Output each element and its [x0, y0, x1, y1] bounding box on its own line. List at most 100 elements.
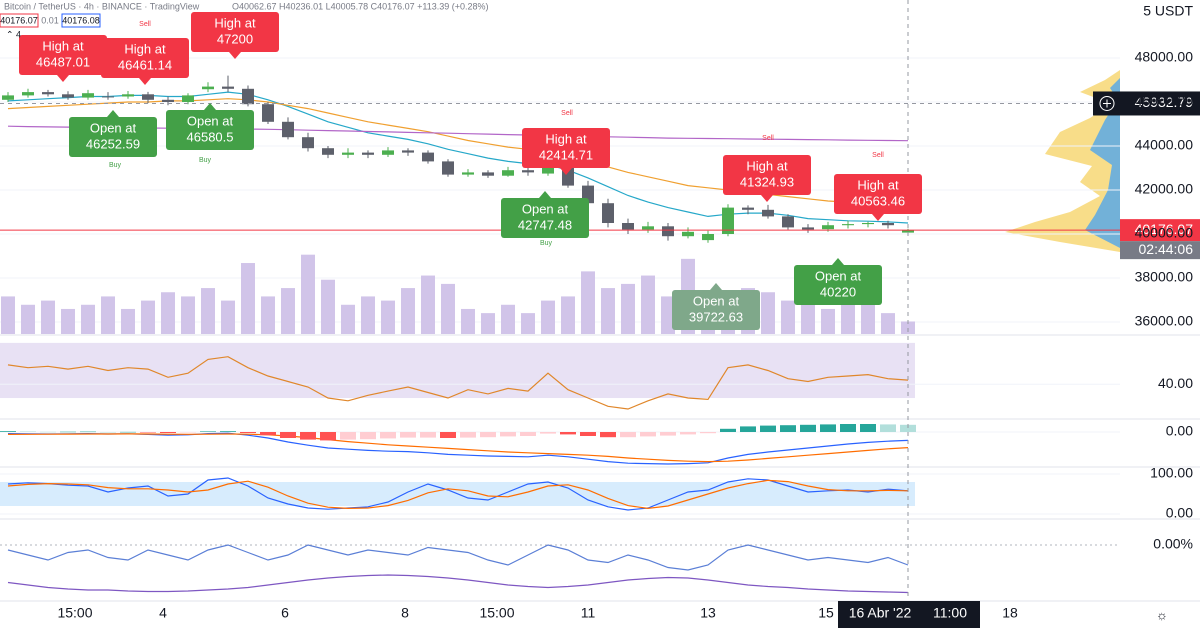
histogram-bar [520, 432, 536, 436]
histogram-bar [420, 432, 436, 438]
volume-bar [181, 296, 195, 334]
annotation-title: High at [42, 38, 84, 53]
volume-bar [1, 296, 15, 334]
candle-body [482, 172, 494, 176]
histogram-bar [400, 432, 416, 438]
volume-bar [321, 279, 335, 334]
annotation-arrow [107, 110, 119, 117]
x-tick-label: 15 [818, 605, 834, 621]
annotation-value: 40220 [820, 284, 856, 299]
volume-bar [861, 304, 875, 334]
annotation-box [19, 35, 107, 75]
volume-bar [61, 308, 75, 334]
histogram-bar [0, 431, 16, 432]
annotation-box [522, 128, 610, 168]
x-tick-label: 4 [159, 605, 167, 621]
line [7, 356, 909, 410]
line [7, 479, 909, 510]
candle-body [42, 92, 54, 95]
annotation-arrow [560, 168, 572, 175]
y-tick-label: 0.00 [1166, 505, 1193, 521]
indicator-count[interactable]: 4 [16, 29, 21, 39]
signal-label: Sell [561, 110, 573, 117]
countdown-label: 02:44:06 [1139, 241, 1194, 257]
candle-body [302, 137, 314, 149]
histogram-bar [240, 432, 256, 433]
annotation-arrow [761, 195, 773, 202]
histogram-bar [200, 431, 216, 432]
spread: 0.01 [41, 15, 59, 25]
annotation-arrow [872, 214, 884, 221]
y-tick-label: 40000.00 [1135, 225, 1194, 241]
histogram-bar [460, 432, 476, 438]
candle-body [882, 223, 894, 226]
histogram-bar [140, 432, 156, 433]
symbol: Bitcoin / TetherUS · 4h · BINANCE · Trad… [4, 1, 200, 11]
band [0, 342, 915, 399]
countdown-box [1120, 241, 1200, 260]
histogram-bar [300, 432, 316, 440]
volume-bar [141, 300, 155, 334]
candle-body [502, 170, 514, 176]
histogram-bar [700, 432, 716, 434]
volume-bar [441, 283, 455, 334]
candle-body [282, 121, 294, 138]
histogram-bar [620, 432, 636, 438]
candle-body [22, 92, 34, 96]
histogram-bar [500, 432, 516, 437]
candle-body [622, 223, 634, 230]
signal-label: Sell [872, 152, 884, 159]
candle-body [202, 86, 214, 90]
annotation-title: Open at [187, 113, 234, 128]
time-axis: ☼ 15:00 4 6 8 15:00 11 13 15 18 16 Abr '22 11:00 [0, 600, 1200, 628]
volume-bar [421, 275, 435, 334]
candle-body [382, 150, 394, 155]
candle-body [322, 148, 334, 155]
signal-label: Buy [540, 240, 553, 247]
annotation-box [834, 174, 922, 214]
annotation-title: Open at [815, 268, 862, 283]
collapse-icon[interactable]: ⌃ [6, 29, 14, 39]
signal-label: Sell [762, 135, 774, 142]
y-tick-label: 48000.00 [1135, 49, 1194, 65]
annotation-arrow [57, 75, 69, 82]
line [7, 544, 909, 571]
annotation-title: High at [857, 177, 899, 192]
annotation-value: 39722.63 [689, 309, 743, 324]
profile-shape [1085, 78, 1120, 248]
annotation-title: Open at [90, 120, 137, 135]
header: Bitcoin / TetherUS · 4h · BINANCE · Trad… [0, 1, 488, 39]
y-tick-label: 44000.00 [1135, 137, 1194, 153]
volume-bar [381, 300, 395, 334]
volume-bar [521, 313, 535, 334]
volume-bar [341, 304, 355, 334]
candle-body [402, 150, 414, 153]
volume-bar [821, 308, 835, 334]
volume-bar [601, 288, 615, 334]
annotation-box [166, 110, 254, 150]
histogram-bar [220, 431, 236, 432]
y-tick-label: 0.00% [1153, 536, 1193, 552]
add-alert-button[interactable] [1099, 95, 1115, 111]
histogram-bar [600, 432, 616, 438]
settings-icon[interactable]: ☼ [1156, 607, 1168, 622]
volume-bar [121, 308, 135, 334]
candle-body [602, 203, 614, 224]
add-alert-icon[interactable] [1103, 99, 1111, 108]
profile-shape [1005, 70, 1120, 252]
histogram-bar [320, 432, 336, 441]
candle-body [102, 96, 114, 98]
x-tick-label: 13 [700, 605, 716, 621]
last-price-label: 40176.07 [1135, 221, 1194, 237]
y-tick-label: 40.00 [1158, 375, 1193, 391]
annotation-box [672, 290, 760, 330]
y-tick-label: 42000.00 [1135, 181, 1194, 197]
y-tick-label: 36000.00 [1135, 313, 1194, 329]
candle-body [642, 226, 654, 230]
x-tick-label: 18 [1002, 605, 1018, 621]
volume-bar [901, 321, 915, 334]
candle-body [722, 207, 734, 235]
volume-bar [241, 263, 255, 334]
volume-bar [761, 292, 775, 334]
